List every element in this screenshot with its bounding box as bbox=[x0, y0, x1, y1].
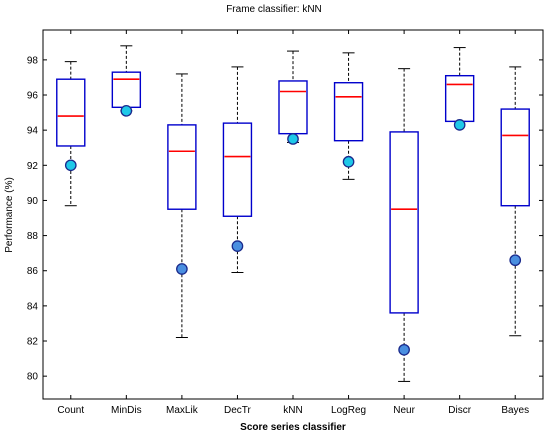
box-series bbox=[56, 45, 530, 382]
mean-marker bbox=[342, 155, 355, 168]
x-tick-label-count: Count bbox=[57, 405, 84, 416]
mean-marker bbox=[398, 343, 410, 356]
box-mindis bbox=[111, 45, 142, 117]
box-logreg bbox=[333, 52, 364, 180]
iqr-box bbox=[111, 71, 142, 109]
x-tick-label-dectr: DecTr bbox=[224, 405, 252, 416]
iqr-box bbox=[222, 122, 253, 217]
y-tick-label: 90 bbox=[27, 196, 39, 207]
y-tick-label: 96 bbox=[27, 91, 39, 102]
x-tick-label-mindis: MinDis bbox=[111, 405, 142, 416]
x-tick-label-maxlik: MaxLik bbox=[166, 405, 199, 416]
x-axis-label: Score series classifier bbox=[240, 422, 346, 433]
y-tick-label: 80 bbox=[27, 372, 39, 383]
iqr-box bbox=[500, 108, 530, 207]
x-axis: Count MinDis MaxLik DecTr kNN LogReg Neur Discr… bbox=[57, 30, 529, 416]
iqr-box bbox=[278, 80, 308, 135]
mean-marker bbox=[287, 133, 299, 145]
y-tick-label: 98 bbox=[27, 55, 39, 66]
box-neur bbox=[389, 68, 419, 382]
y-tick-label: 86 bbox=[27, 266, 39, 277]
y-tick-label: 88 bbox=[27, 231, 39, 242]
x-tick-label-neur: Neur bbox=[393, 405, 415, 416]
y-tick-label: 94 bbox=[27, 126, 39, 137]
iqr-box bbox=[167, 124, 197, 210]
box-bayes bbox=[500, 66, 530, 337]
y-tick-label: 82 bbox=[27, 337, 39, 348]
mean-marker bbox=[453, 119, 466, 131]
x-tick-label-knn: kNN bbox=[283, 405, 302, 416]
iqr-box bbox=[56, 78, 86, 147]
mean-marker bbox=[120, 104, 133, 117]
box-count bbox=[56, 61, 86, 207]
chart-title: Frame classifier: kNN bbox=[226, 4, 322, 15]
plot-area bbox=[42, 29, 544, 400]
x-tick-label-discr: Discr bbox=[448, 405, 471, 416]
y-tick-label: 84 bbox=[27, 301, 39, 312]
y-axis: 80 82 84 86 88 90 92 94 96 98 bbox=[27, 55, 543, 383]
mean-marker bbox=[64, 159, 77, 172]
mean-marker bbox=[509, 254, 522, 267]
y-axis-label: Performance (%) bbox=[4, 177, 15, 253]
box-dectr bbox=[222, 66, 253, 273]
iqr-box bbox=[389, 131, 419, 314]
x-tick-label-logreg: LogReg bbox=[331, 405, 366, 416]
iqr-box bbox=[333, 82, 364, 142]
box-discr bbox=[444, 47, 475, 131]
mean-marker bbox=[176, 263, 188, 275]
x-tick-label-bayes: Bayes bbox=[501, 405, 529, 416]
box-knn bbox=[278, 50, 308, 145]
box-maxlik bbox=[167, 73, 197, 338]
y-tick-label: 92 bbox=[27, 161, 39, 172]
iqr-box bbox=[444, 74, 475, 123]
mean-marker bbox=[231, 240, 244, 252]
